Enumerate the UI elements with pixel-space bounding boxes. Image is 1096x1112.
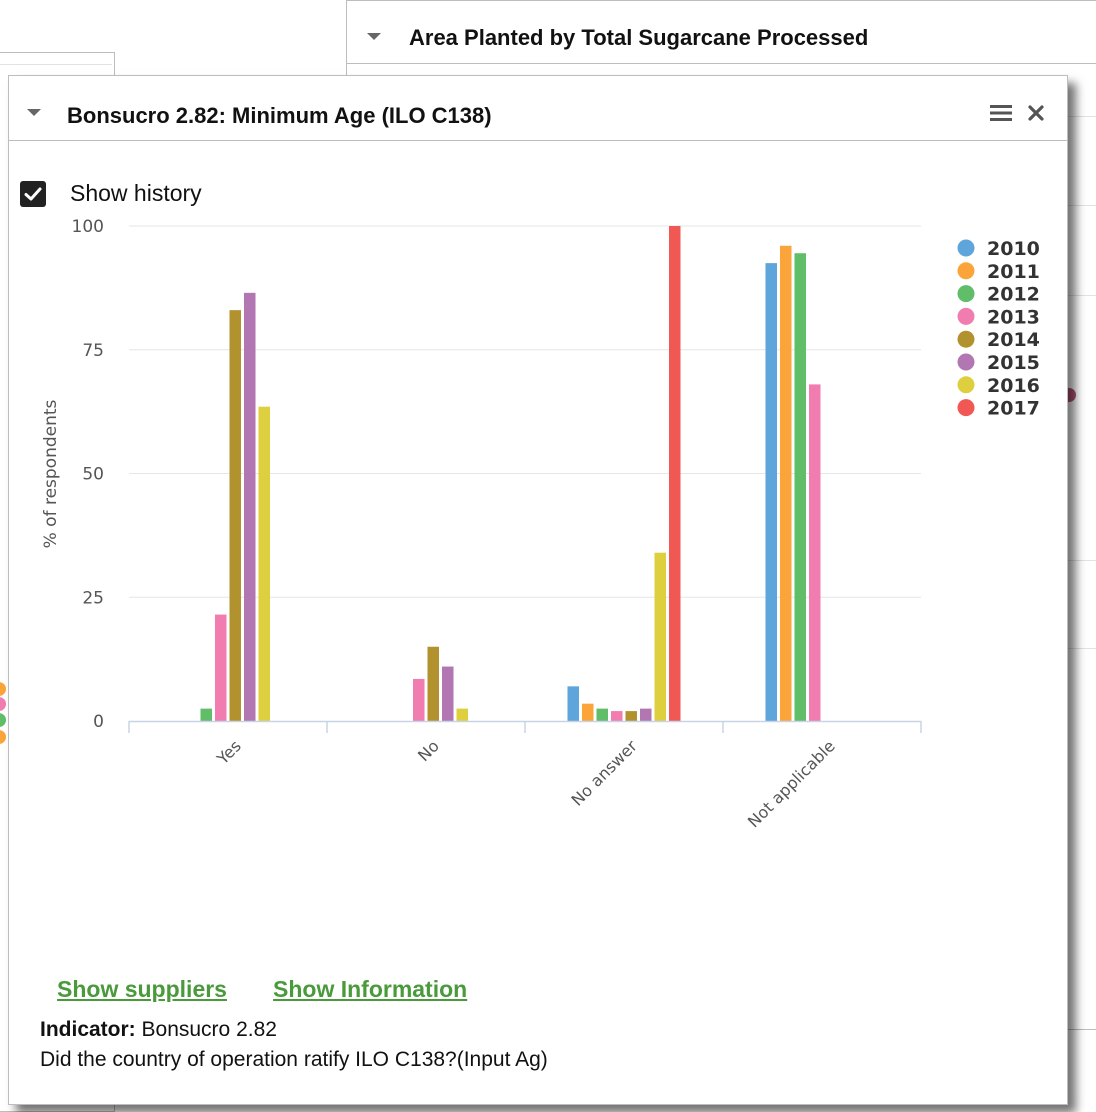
background-data-point (0, 713, 6, 727)
background-data-point (0, 697, 6, 711)
background-gridline (1068, 205, 1096, 206)
collapse-triangle-icon[interactable] (367, 33, 381, 40)
close-icon[interactable] (1028, 105, 1044, 121)
minimum-age-panel: Bonsucro 2.82: Minimum Age (ILO C138) (8, 75, 1068, 1105)
background-data-point (0, 730, 6, 744)
show-history-checkbox[interactable] (20, 181, 46, 207)
checkmark-icon (24, 187, 42, 201)
indicator-label: Indicator: (40, 1018, 136, 1041)
background-data-point (0, 682, 6, 696)
background-gridline (1068, 560, 1096, 561)
background-panel-title: Area Planted by Total Sugarcane Processe… (409, 25, 869, 50)
panel-title: Bonsucro 2.82: Minimum Age (ILO C138) (67, 103, 492, 128)
show-history-label: Show history (70, 180, 202, 206)
menu-icon[interactable] (990, 104, 1012, 122)
collapse-triangle-icon[interactable] (27, 109, 41, 116)
indicator-line: Indicator: Bonsucro 2.82 (40, 1018, 277, 1042)
indicator-value: Bonsucro 2.82 (141, 1018, 277, 1041)
show-information-link[interactable]: Show Information (273, 976, 468, 1002)
background-gridline (1068, 295, 1096, 296)
background-panel-header (347, 11, 1096, 64)
background-divider (0, 64, 112, 65)
background-gridline (1068, 116, 1096, 117)
indicator-question: Did the country of operation ratify ILO … (40, 1048, 548, 1071)
panel-header (9, 90, 1067, 141)
show-suppliers-link[interactable]: Show suppliers (57, 976, 227, 1002)
background-gridline (1068, 648, 1096, 649)
